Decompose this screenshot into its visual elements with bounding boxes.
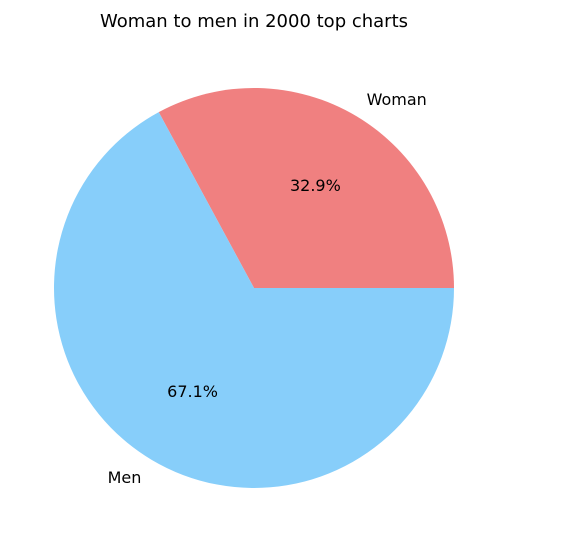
slice-label-men: Men — [108, 468, 142, 487]
pie-slices — [54, 87, 454, 488]
slice-percent-woman: 32.9% — [290, 176, 341, 195]
pie-slice-men — [54, 112, 454, 488]
slice-label-woman: Woman — [367, 90, 427, 109]
slice-percent-men: 67.1% — [167, 382, 218, 401]
pie-labels: Woman 32.9% Men 67.1% — [108, 90, 427, 487]
pie-slice-woman — [158, 87, 454, 289]
chart-title: Woman to men in 2000 top charts — [100, 11, 408, 32]
